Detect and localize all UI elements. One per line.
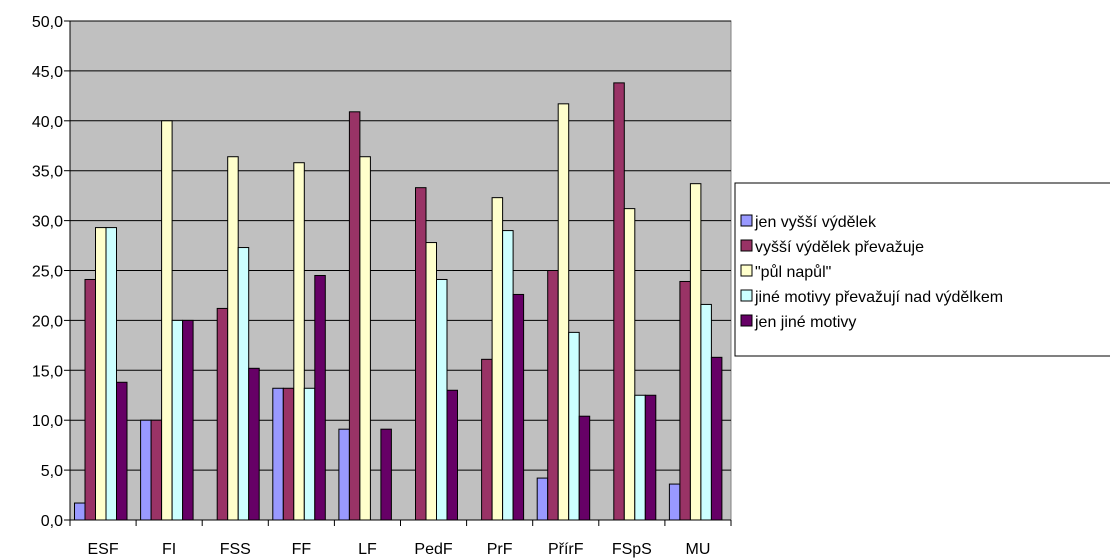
legend-swatch bbox=[740, 264, 753, 277]
y-tick-label: 20,0 bbox=[32, 313, 63, 330]
legend-swatch bbox=[740, 214, 753, 227]
bar bbox=[623, 208, 636, 521]
bar bbox=[84, 278, 96, 521]
bar bbox=[613, 82, 625, 521]
bar bbox=[182, 319, 194, 521]
bar bbox=[293, 162, 305, 521]
y-tick-label: 45,0 bbox=[32, 64, 63, 81]
bar bbox=[303, 387, 316, 521]
x-tick-label: PrF bbox=[487, 541, 513, 558]
legend: jen vyšší výdělek vyšší výdělek převažuje… bbox=[734, 182, 1110, 357]
y-tick-label: 10,0 bbox=[32, 413, 63, 430]
bar bbox=[248, 367, 260, 521]
legend-box bbox=[734, 182, 1110, 357]
legend-swatch bbox=[740, 314, 753, 327]
bar bbox=[446, 389, 458, 521]
bar bbox=[668, 483, 681, 521]
y-axis-tick-labels: 0,0 5,0 10,0 15,0 20,0 25,0 30,0 35,0 40,0 45,0 50… bbox=[32, 14, 63, 530]
bar bbox=[338, 428, 350, 521]
bar bbox=[116, 381, 128, 521]
bar bbox=[359, 156, 371, 521]
legend-label: vyšší výdělek převažuje bbox=[755, 239, 924, 256]
x-tick-label: FSpS bbox=[612, 541, 652, 558]
bar bbox=[502, 230, 514, 521]
bar bbox=[314, 274, 326, 521]
x-tick-label: PedF bbox=[414, 541, 452, 558]
bar bbox=[578, 415, 591, 521]
bar bbox=[536, 477, 549, 521]
bar bbox=[348, 111, 361, 521]
y-tick-label: 5,0 bbox=[41, 463, 63, 480]
legend-label: jen jiné motivy bbox=[754, 314, 856, 331]
bar bbox=[710, 356, 723, 521]
bar bbox=[227, 156, 239, 521]
x-axis-tick-labels: ESF FI FSS FF LF PedF PrF PřírF FSpS MU bbox=[87, 541, 710, 558]
x-tick-label: PřírF bbox=[548, 541, 584, 558]
legend-label: jiné motivy převažují nad výdělkem bbox=[754, 289, 1003, 306]
x-tick-label: FI bbox=[162, 541, 176, 558]
bar bbox=[140, 419, 152, 521]
bar bbox=[491, 197, 504, 521]
bar bbox=[557, 103, 570, 521]
bar bbox=[689, 183, 702, 521]
bar bbox=[568, 331, 580, 521]
bar bbox=[425, 242, 437, 521]
x-tick-label: MU bbox=[686, 541, 711, 558]
bar bbox=[547, 270, 559, 521]
bar bbox=[380, 428, 392, 521]
bars bbox=[74, 82, 723, 521]
bar bbox=[481, 358, 493, 521]
bar bbox=[415, 187, 427, 521]
x-tick-label: LF bbox=[358, 541, 377, 558]
bar bbox=[272, 387, 284, 521]
bar bbox=[161, 120, 173, 521]
y-tick-label: 40,0 bbox=[32, 114, 63, 131]
bar bbox=[679, 280, 691, 521]
y-tick-label: 35,0 bbox=[32, 164, 63, 181]
bar bbox=[512, 293, 525, 521]
y-tick-label: 0,0 bbox=[41, 513, 63, 530]
bar bbox=[95, 227, 107, 521]
legend-swatch bbox=[740, 289, 753, 302]
bar bbox=[74, 502, 86, 521]
legend-swatch bbox=[740, 239, 753, 252]
bar bbox=[216, 307, 229, 521]
legend-label: jen vyšší výdělek bbox=[754, 214, 877, 231]
bar bbox=[436, 278, 448, 521]
x-tick-label: FSS bbox=[220, 541, 251, 558]
y-tick-label: 50,0 bbox=[32, 14, 63, 31]
y-tick-label: 30,0 bbox=[32, 214, 63, 231]
y-tick-label: 15,0 bbox=[32, 363, 63, 380]
bar bbox=[644, 394, 657, 521]
y-tick-label: 25,0 bbox=[32, 264, 63, 281]
bar bbox=[171, 319, 184, 521]
bar bbox=[105, 227, 117, 521]
bar bbox=[237, 247, 250, 521]
x-tick-label: ESF bbox=[87, 541, 118, 558]
bar bbox=[282, 387, 295, 521]
axes bbox=[64, 20, 732, 526]
x-tick-label: FF bbox=[292, 541, 312, 558]
bar bbox=[150, 419, 163, 521]
bar bbox=[634, 394, 646, 521]
legend-label: "půl napůl" bbox=[755, 263, 831, 281]
bar bbox=[700, 303, 712, 521]
